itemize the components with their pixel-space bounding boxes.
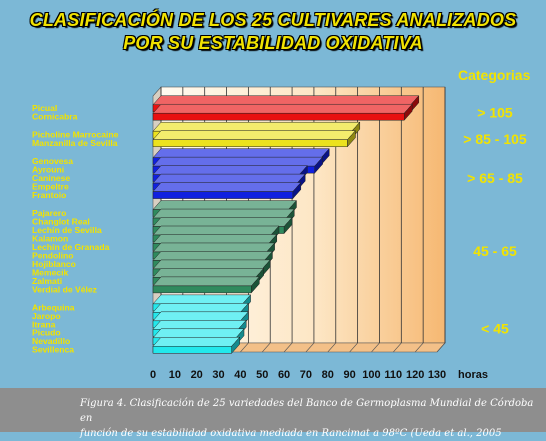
- x-tick-label: 20: [191, 369, 203, 381]
- bar: [152, 139, 348, 147]
- bar-top-face: [152, 328, 245, 339]
- cultivar-label: Picual: [32, 103, 57, 113]
- x-tick-label: 130: [428, 369, 446, 381]
- cultivar-label: Caninese: [32, 173, 70, 183]
- bar-top-face: [152, 311, 249, 322]
- x-tick-label: 60: [278, 369, 290, 381]
- category-label: > 65 - 85: [467, 170, 523, 186]
- cultivar-label: Lechín de Granada: [32, 242, 110, 252]
- bar-top-face: [152, 268, 265, 278]
- bar-top-face: [152, 294, 252, 305]
- cultivar-label: Hojiblanco: [32, 259, 76, 269]
- category-label: 45 - 65: [473, 243, 517, 259]
- bar: [152, 285, 252, 294]
- gridline-floor: [240, 342, 249, 353]
- gridline-floor: [393, 342, 402, 353]
- cultivar-label: Ayrouni: [32, 165, 64, 175]
- x-tick-label: 80: [322, 369, 334, 381]
- cultivar-label: Empeltre: [32, 182, 69, 192]
- bar-top-face: [152, 121, 361, 132]
- x-tick-label: 30: [212, 369, 224, 381]
- bar-top-face: [152, 234, 278, 244]
- cultivar-label: Pajarero: [32, 208, 66, 218]
- bar-top-face: [152, 173, 306, 184]
- cultivar-label: Itrana: [32, 319, 56, 329]
- bar-top-face: [152, 225, 280, 236]
- x-axis-ticks: 0 10 20 30 40 50 60 70 80 90 100 110 120 130 horas: [150, 369, 488, 381]
- chart-title-line-2: POR SU ESTABILIDAD OXIDATIVA: [123, 33, 423, 53]
- x-tick-label: 50: [256, 369, 268, 381]
- cultivar-label: Kalamon: [32, 233, 68, 243]
- x-tick-label: 0: [150, 369, 156, 381]
- gridline-floor: [414, 342, 424, 353]
- bar-top-face: [152, 103, 413, 114]
- bar: [152, 112, 405, 121]
- cultivar-label: Pendolino: [32, 250, 74, 260]
- gridline-floor: [262, 342, 271, 353]
- bar-top-face: [152, 182, 302, 192]
- bar-top-face: [152, 208, 295, 219]
- cultivar-label: Nevadillo: [32, 336, 70, 346]
- category-labels: > 105 > 85 - 105 > 65 - 85 45 - 65 < 45: [463, 104, 527, 336]
- bar: [152, 346, 232, 354]
- bar-top-face: [152, 276, 260, 287]
- bar-top-face: [152, 242, 276, 253]
- x-tick-label: 120: [406, 369, 424, 381]
- bar: [152, 191, 294, 199]
- cultivar-label: Picudo: [32, 328, 61, 338]
- figure-caption: Figura 4. Clasificación de 25 variedades…: [80, 396, 540, 441]
- cultivar-label: Changlot Real: [32, 216, 90, 226]
- bar-top-face: [152, 95, 420, 105]
- bar-top-face: [152, 148, 330, 158]
- bar-top-face: [152, 130, 356, 140]
- cultivar-label: Cornicabra: [32, 112, 78, 122]
- chart-title-line-1: CLASIFICACIÓN DE LOS 25 CULTIVARES ANALI…: [29, 10, 517, 30]
- x-tick-label: 100: [362, 369, 380, 381]
- bar-top-face: [152, 251, 273, 261]
- chart-canvas: 0 10 20 30 40 50 60 70 80 90 100 110 120 130 horas Pic…: [32, 86, 527, 381]
- gridline-floor: [327, 342, 336, 353]
- gridline-floor: [283, 342, 293, 353]
- cultivar-label: Picholine Marrocaine: [32, 130, 119, 140]
- caption-band: [0, 388, 546, 432]
- cultivar-label: Manzanilla de Sevilla: [32, 138, 118, 148]
- caption-line-1: Figura 4. Clasificación de 25 variedades…: [80, 398, 534, 424]
- caption-line-2: función de su estabilidad oxidativa medi…: [80, 428, 502, 439]
- cultivar-label: Frantoio: [32, 190, 66, 200]
- x-tick-label: 70: [300, 369, 312, 381]
- category-label: > 105: [477, 104, 513, 120]
- bar-top-face: [152, 200, 298, 210]
- gridline-floor: [305, 342, 315, 353]
- chart-bars: [152, 95, 420, 354]
- legend-title: Categorias: [458, 67, 531, 83]
- x-tick-label: 110: [384, 369, 402, 381]
- cultivar-label: Verdial de Vélez: [32, 284, 97, 294]
- bar-top-face: [152, 217, 293, 227]
- x-tick-label: 90: [343, 369, 355, 381]
- x-tick-label: 40: [234, 369, 246, 381]
- bar-top-face: [152, 337, 241, 347]
- bar-top-face: [152, 303, 249, 313]
- cultivar-label: Arbequina: [32, 302, 75, 312]
- cultivar-label: Genovesa: [32, 156, 73, 166]
- category-label: < 45: [481, 321, 509, 337]
- cultivar-label: Jaropo: [32, 311, 61, 321]
- cultivar-label: Zalmati: [32, 276, 62, 286]
- x-axis-label: horas: [458, 369, 488, 381]
- cultivar-label: Lechín de Sevilla: [32, 225, 102, 235]
- bar-top-face: [152, 156, 324, 167]
- bar-top-face: [152, 320, 247, 330]
- cultivar-label: Memecik: [32, 267, 69, 277]
- cultivar-label: Sevillenca: [32, 345, 74, 355]
- x-tick-label: 10: [169, 369, 181, 381]
- gridline-floor: [371, 342, 380, 353]
- gridline-floor: [436, 342, 446, 353]
- bar-top-face: [152, 259, 271, 270]
- category-label: > 85 - 105: [463, 131, 527, 147]
- gridline-floor: [349, 342, 358, 353]
- bar-top-face: [152, 165, 308, 175]
